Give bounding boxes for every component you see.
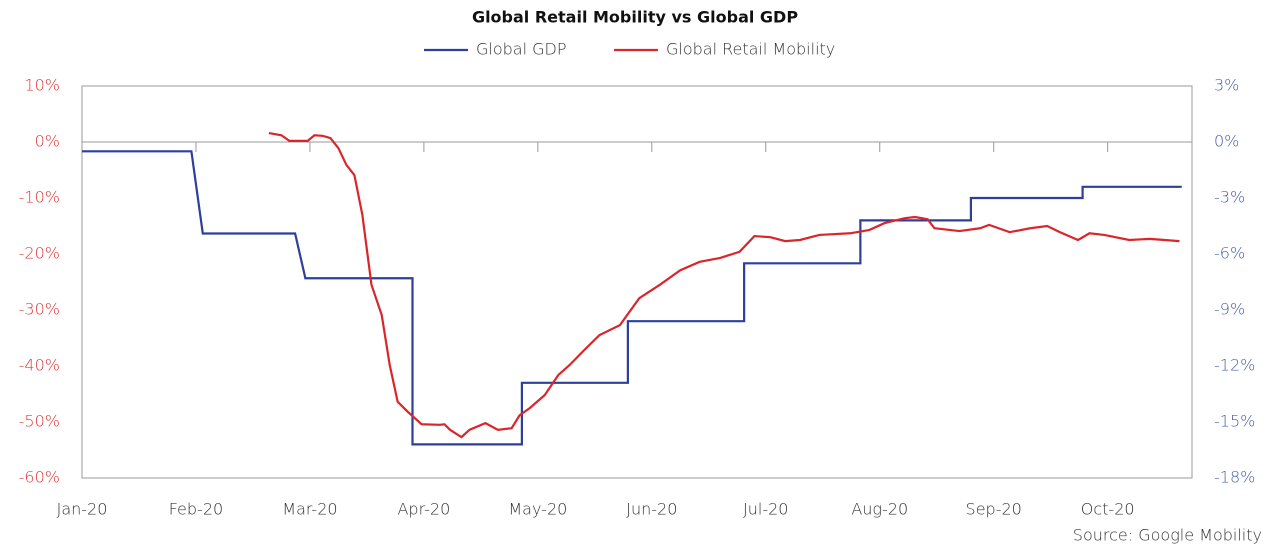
y-tick-label: 0% [35, 132, 60, 151]
y2-tick-label: -6% [1214, 244, 1245, 263]
y2-tick-label: 0% [1214, 132, 1239, 151]
y2-tick-label: -3% [1214, 188, 1245, 207]
legend-label: Global Retail Mobility [666, 40, 835, 59]
series-line [82, 150, 1182, 446]
y-tick-label: -40% [19, 356, 60, 375]
y2-tick-label: -15% [1214, 412, 1255, 431]
x-tick-label: Apr-20 [397, 500, 450, 519]
y2-tick-label: -12% [1214, 356, 1255, 375]
y-tick-label: -60% [19, 468, 60, 487]
y-tick-label: -20% [19, 244, 60, 263]
x-tick-label: Mar-20 [282, 500, 337, 519]
y2-tick-label: 3% [1214, 76, 1239, 95]
x-tick-label: Jul-20 [743, 500, 788, 519]
y2-tick-label: -9% [1214, 300, 1245, 319]
x-tick-label: Jun-20 [626, 500, 677, 519]
series-line [268, 131, 1180, 439]
y-tick-label: -30% [19, 300, 60, 319]
chart-title: Global Retail Mobility vs Global GDP [472, 8, 798, 27]
y2-tick-label: -18% [1214, 468, 1255, 487]
y-tick-label: -10% [19, 188, 60, 207]
x-tick-label: May-20 [508, 500, 567, 519]
source-note: Source: Google Mobility [1073, 526, 1262, 545]
y-tick-label: 10% [24, 76, 60, 95]
legend-label: Global GDP [476, 40, 567, 59]
y-tick-label: -50% [19, 412, 60, 431]
x-tick-label: Sep-20 [966, 500, 1022, 519]
plot-frame [81, 85, 1193, 479]
x-tick-label: Jan-20 [57, 500, 108, 519]
x-tick-label: Aug-20 [851, 500, 908, 519]
x-tick-label: Feb-20 [169, 500, 223, 519]
x-tick-label: Oct-20 [1081, 500, 1135, 519]
